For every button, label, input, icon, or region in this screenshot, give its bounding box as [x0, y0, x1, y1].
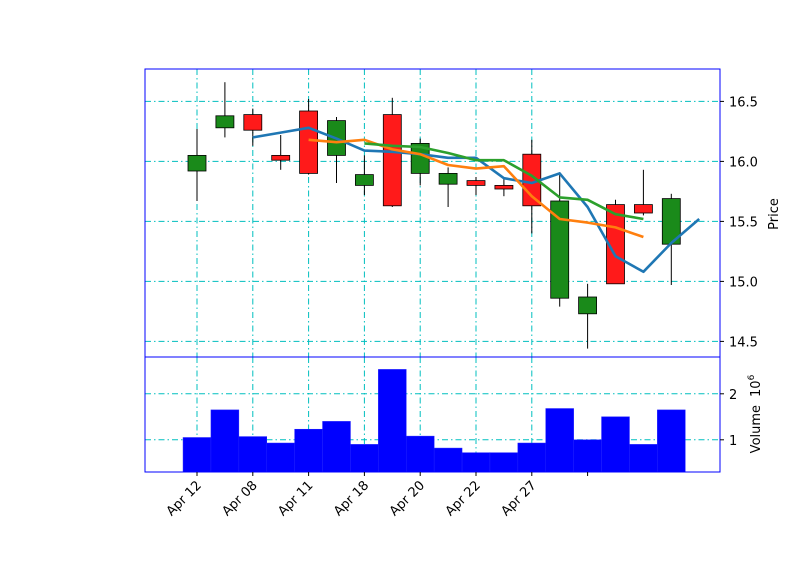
- volume-tick-label: 2: [729, 388, 737, 403]
- volume-bar: [350, 444, 379, 473]
- candle-body: [634, 204, 653, 214]
- volume-bar: [378, 369, 407, 473]
- moving-average-line: [364, 142, 644, 221]
- candles: [187, 82, 681, 349]
- price-axis-ticks: 14.5 15.0 15.5 16.0 16.5: [720, 95, 758, 350]
- candle-body: [578, 296, 597, 315]
- price-tick-label: 15.5: [729, 215, 758, 230]
- candle-body: [550, 200, 570, 299]
- volume-bar: [657, 409, 686, 473]
- x-tick-label: Apr 08: [219, 478, 260, 519]
- volume-bar: [210, 409, 240, 473]
- price-tick-label: 16.5: [729, 95, 758, 110]
- x-tick-label: Apr 27: [498, 478, 539, 519]
- candle-body: [187, 154, 207, 172]
- volume-bar: [601, 416, 630, 473]
- price-panel-frame: [144, 68, 721, 358]
- volume-axis-label: Volume 106: [747, 374, 764, 453]
- candle-body: [243, 114, 263, 131]
- volume-bar: [489, 452, 519, 473]
- volume-bar: [433, 447, 463, 473]
- moving-average-line: [252, 126, 701, 274]
- volume-axis-ticks: 12: [720, 388, 737, 449]
- candle-body: [299, 110, 319, 174]
- volume-bar: [238, 436, 268, 473]
- candle-body: [606, 204, 625, 285]
- price-axis-label: Price: [767, 198, 782, 230]
- volume-bar: [517, 442, 546, 473]
- price-tick-label: 16.0: [729, 155, 758, 170]
- candle-body: [494, 184, 514, 190]
- volume-exponent-base: 10: [749, 380, 764, 397]
- volume-bar: [573, 439, 602, 473]
- volume-bar: [545, 408, 574, 473]
- x-tick-label: Apr 20: [387, 478, 428, 519]
- price-tick-label: 15.0: [729, 275, 758, 290]
- volume-bar: [322, 421, 351, 473]
- volume-axis-label-text: Volume: [749, 405, 764, 453]
- volume-bar: [406, 435, 435, 473]
- x-axis-ticks: Apr 12 Apr 08 Apr 11 Apr 18 Apr 20 Apr 22 Apr …: [164, 472, 589, 519]
- price-tick-label: 14.5: [729, 335, 758, 350]
- moving-average-lines: [252, 126, 701, 274]
- candle-body: [215, 115, 235, 129]
- price-grid: [145, 69, 720, 357]
- x-tick-label: Apr 12: [164, 478, 205, 519]
- candle-body: [466, 180, 486, 186]
- x-tick-label: Apr 18: [331, 478, 372, 519]
- candle-body: [354, 174, 374, 186]
- volume-exponent-power: 6: [747, 374, 757, 380]
- moving-average-line: [308, 138, 644, 239]
- volume-bar: [461, 452, 491, 473]
- volume-bar: [266, 442, 295, 473]
- x-tick-label: Apr 22: [443, 478, 484, 519]
- candle-body: [382, 114, 402, 207]
- volume-panel-frame: [144, 356, 721, 473]
- candle-body: [271, 154, 291, 161]
- volume-bar: [294, 428, 323, 473]
- volume-bar: [182, 437, 212, 473]
- volume-bar: [629, 444, 658, 473]
- volume-bars: [182, 369, 686, 473]
- candle-body: [438, 172, 458, 185]
- x-tick-label: Apr 11: [275, 478, 316, 519]
- volume-tick-label: 1: [729, 434, 737, 449]
